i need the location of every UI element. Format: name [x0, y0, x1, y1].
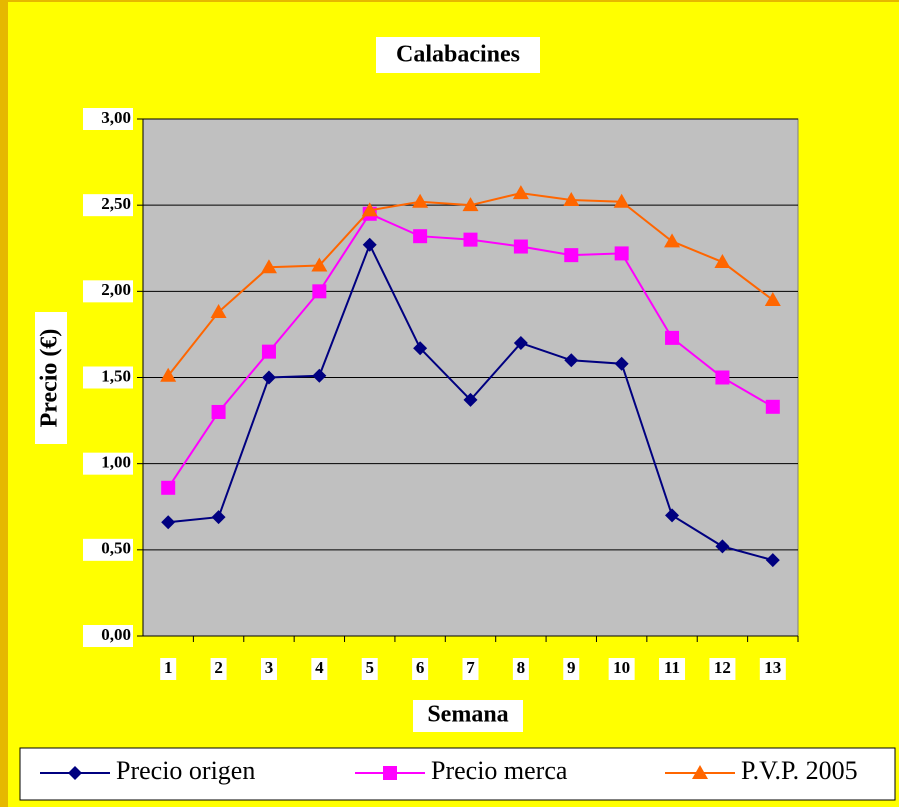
legend-label: P.V.P. 2005 [741, 756, 858, 785]
marker [413, 341, 428, 356]
y-tick-box [83, 625, 133, 647]
marker [664, 233, 681, 248]
y-tick-box [83, 280, 133, 303]
marker [462, 197, 479, 212]
x-tick-label: 5 [365, 658, 374, 677]
marker [211, 404, 226, 419]
x-tick-box [210, 658, 227, 680]
marker [765, 553, 780, 568]
marker [211, 510, 226, 525]
marker [665, 330, 680, 345]
marker [161, 480, 176, 495]
marker [261, 370, 276, 385]
x-tick-box [512, 658, 529, 680]
y-tick-label: 1,00 [101, 453, 131, 472]
x-tick-label: 9 [567, 658, 576, 677]
marker [261, 344, 276, 359]
legend-marker [68, 766, 82, 780]
x-tick-box [462, 658, 479, 680]
legend-label: Precio merca [431, 756, 568, 785]
x-tick-label: 11 [664, 658, 680, 677]
title-box [376, 37, 540, 73]
marker [463, 392, 478, 407]
marker [361, 202, 378, 217]
marker [765, 399, 780, 414]
marker [613, 193, 630, 208]
marker [563, 191, 580, 206]
x-tick-label: 1 [164, 658, 173, 677]
x-axis-title: Semana [427, 702, 508, 728]
marker [161, 515, 176, 530]
marker [714, 254, 731, 269]
marker [614, 356, 629, 371]
marker [513, 239, 528, 254]
marker [665, 508, 680, 523]
x-tick-box [709, 658, 736, 680]
x-tick-box [260, 658, 277, 680]
marker [311, 257, 328, 272]
x-tick-label: 12 [714, 658, 731, 677]
x-tick-label: 2 [214, 658, 223, 677]
chart-title: Calabacines [396, 42, 520, 68]
x-tick-label: 6 [416, 658, 425, 677]
marker [312, 368, 327, 383]
x-tick-label: 10 [613, 658, 630, 677]
marker [463, 232, 478, 247]
y-axis-title: Precio (€) [37, 329, 63, 428]
x-tick-box [311, 658, 328, 680]
y-tick-label: 2,00 [101, 280, 131, 299]
marker [513, 336, 528, 351]
y-tick-box [83, 194, 133, 217]
legend-label: Precio origen [116, 756, 255, 785]
marker [715, 539, 730, 554]
x-tick-box [608, 658, 635, 680]
x-tick-label: 7 [466, 658, 475, 677]
legend-box [19, 747, 896, 801]
legend-marker [692, 765, 708, 779]
marker [715, 370, 730, 385]
y-tick-box [83, 538, 133, 561]
marker [413, 229, 428, 244]
marker [312, 284, 327, 299]
y-tick-box [83, 108, 133, 130]
x-title-box [413, 700, 523, 732]
marker [362, 237, 377, 252]
frame-edge [0, 0, 8, 807]
marker [160, 367, 177, 382]
x-tick-box [759, 658, 786, 680]
x-tick-box [361, 658, 378, 680]
marker [564, 353, 579, 368]
marker [564, 248, 579, 263]
y-tick-label: 0,50 [101, 539, 131, 558]
y-tick-box [83, 452, 133, 475]
y-title-box [35, 312, 67, 444]
y-tick-label: 1,50 [101, 366, 131, 385]
y-tick-label: 2,50 [101, 194, 131, 213]
y-tick-box [83, 366, 133, 389]
x-tick-label: 3 [265, 658, 274, 677]
marker [614, 246, 629, 261]
x-tick-box [160, 658, 177, 680]
x-tick-label: 13 [764, 658, 781, 677]
x-tick-box [659, 658, 686, 680]
x-tick-box [563, 658, 580, 680]
frame-edge [0, 0, 899, 2]
y-tick-label: 0,00 [101, 625, 131, 644]
marker [764, 291, 781, 306]
x-tick-label: 4 [315, 658, 324, 677]
marker [210, 304, 227, 319]
legend-marker [383, 766, 397, 780]
y-tick-label: 3,00 [101, 108, 131, 127]
x-tick-label: 8 [517, 658, 526, 677]
marker [412, 193, 429, 208]
x-tick-box [412, 658, 429, 680]
marker [260, 259, 277, 274]
marker [512, 185, 529, 200]
